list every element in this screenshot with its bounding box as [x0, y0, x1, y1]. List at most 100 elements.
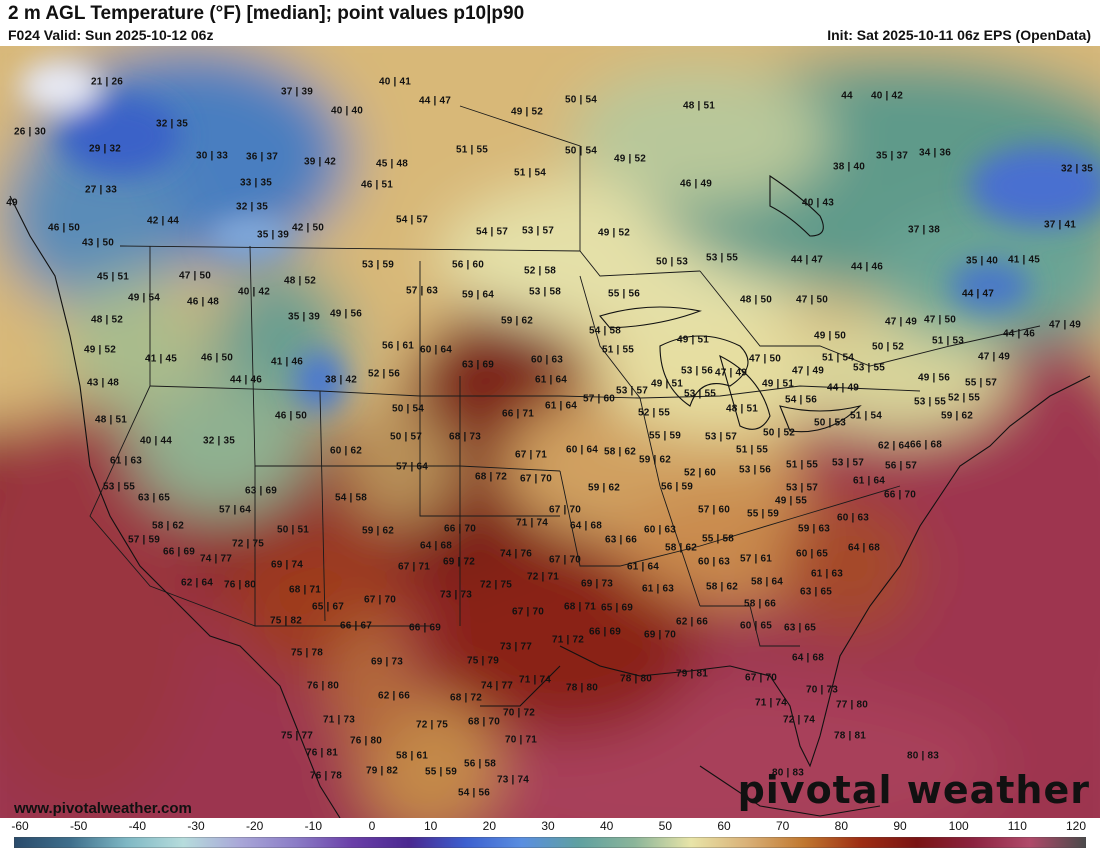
point-value-label: 40 | 44: [139, 435, 173, 447]
point-value-label: 53 | 57: [831, 457, 865, 469]
point-value-label: 49 | 52: [83, 344, 117, 356]
legend-tick-label: -10: [304, 819, 322, 833]
legend-tick-label: 10: [423, 819, 438, 833]
point-value-label: 60 | 63: [530, 354, 564, 366]
point-value-label: 80 | 83: [906, 750, 940, 762]
point-value-label: 55 | 56: [607, 288, 641, 300]
point-value-label: 44 | 46: [850, 261, 884, 273]
point-value-label: 59 | 62: [940, 410, 974, 422]
point-value-label: 54 | 58: [588, 325, 622, 337]
point-value-label: 47 | 49: [1048, 319, 1082, 331]
init-time: Init: Sat 2025-10-11 06z EPS (OpenData): [827, 27, 1091, 43]
point-value-label: 58 | 66: [743, 598, 777, 610]
point-value-label: 55 | 59: [424, 766, 458, 778]
footer-url[interactable]: www.pivotalweather.com: [14, 800, 192, 817]
point-value-label: 58 | 62: [151, 520, 185, 532]
point-value-label: 48 | 51: [94, 414, 128, 426]
point-value-label: 49 | 56: [917, 372, 951, 384]
point-value-label: 64 | 68: [569, 520, 603, 532]
point-value-label: 44 | 47: [418, 95, 452, 107]
point-value-label: 52 | 55: [637, 407, 671, 419]
point-value-label: 67 | 70: [548, 504, 582, 516]
point-value-label: 49 | 54: [127, 292, 161, 304]
point-value-label: 53 | 55: [705, 252, 739, 264]
legend-tick-label: 50: [658, 819, 673, 833]
point-value-label: 44: [841, 90, 853, 102]
point-value-label: 58 | 62: [705, 581, 739, 593]
header: 2 m AGL Temperature (°F) [median]; point…: [0, 0, 1100, 46]
point-value-label: 43 | 48: [86, 377, 120, 389]
point-value-label: 60 | 65: [795, 548, 829, 560]
point-value-label: 33 | 35: [239, 177, 273, 189]
point-value-label: 72 | 75: [479, 579, 513, 591]
point-value-label: 64 | 68: [791, 652, 825, 664]
point-value-label: 53 | 56: [738, 464, 772, 476]
point-value-label: 56 | 59: [660, 481, 694, 493]
point-value-label: 66 | 70: [883, 489, 917, 501]
point-value-label: 32 | 35: [235, 201, 269, 213]
point-value-label: 37 | 39: [280, 86, 314, 98]
point-value-label: 37 | 41: [1043, 219, 1077, 231]
point-value-label: 68 | 72: [474, 471, 508, 483]
point-value-label: 72 | 75: [415, 719, 449, 731]
point-value-label: 50 | 54: [564, 145, 598, 157]
point-value-label: 57 | 59: [127, 534, 161, 546]
temperature-map[interactable]: 21 | 26 37 | 39 40 | 41 44 | 47 40 | 40 49 | …: [0, 46, 1100, 818]
point-value-label: 58 | 62: [603, 446, 637, 458]
point-value-label: 58 | 64: [750, 576, 784, 588]
point-value-label: 60 | 65: [739, 620, 773, 632]
point-value-label: 57 | 63: [405, 285, 439, 297]
point-value-label: 63 | 69: [244, 485, 278, 497]
point-value-label: 65 | 67: [311, 601, 345, 613]
point-value-label: 40 | 41: [378, 76, 412, 88]
legend-tick-label: -60: [11, 819, 29, 833]
point-value-label: 61 | 64: [544, 400, 578, 412]
point-value-label: 46 | 50: [200, 352, 234, 364]
point-value-label: 69 | 70: [643, 629, 677, 641]
point-value-label: 48 | 52: [90, 314, 124, 326]
point-value-label: 56 | 58: [463, 758, 497, 770]
point-value-label: 63 | 69: [461, 359, 495, 371]
point-value-label: 57 | 64: [395, 461, 429, 473]
point-value-label: 68 | 70: [467, 716, 501, 728]
map-canvas: [0, 46, 1100, 818]
point-value-label: 72 | 74: [782, 714, 816, 726]
point-value-label: 76 | 78: [309, 770, 343, 782]
point-value-label: 46 | 50: [47, 222, 81, 234]
point-value-label: 69 | 74: [270, 559, 304, 571]
point-value-label: 66 | 69: [408, 622, 442, 634]
point-value-label: 47 | 50: [178, 270, 212, 282]
point-value-label: 57 | 64: [218, 504, 252, 516]
point-value-label: 47 | 50: [748, 353, 782, 365]
point-value-label: 35 | 37: [875, 150, 909, 162]
point-value-label: 71 | 74: [515, 517, 549, 529]
point-value-label: 59 | 64: [461, 289, 495, 301]
point-value-label: 32 | 35: [1060, 163, 1094, 175]
point-value-label: 49: [6, 197, 18, 209]
point-value-label: 68 | 72: [449, 692, 483, 704]
point-value-label: 80 | 83: [771, 767, 805, 779]
point-value-label: 45 | 48: [375, 158, 409, 170]
point-value-label: 53 | 55: [102, 481, 136, 493]
point-value-label: 29 | 32: [88, 143, 122, 155]
point-value-label: 73 | 77: [499, 641, 533, 653]
point-value-label: 42 | 44: [146, 215, 180, 227]
point-value-label: 74 | 77: [199, 553, 233, 565]
legend-tick-label: 90: [893, 819, 907, 833]
point-value-label: 61 | 63: [109, 455, 143, 467]
point-value-label: 50 | 53: [813, 417, 847, 429]
point-value-label: 51 | 55: [601, 344, 635, 356]
point-value-label: 67 | 70: [548, 554, 582, 566]
legend-tick-label: 40: [599, 819, 614, 833]
point-value-label: 72 | 71: [526, 571, 560, 583]
point-value-label: 77 | 80: [835, 699, 869, 711]
point-value-label: 26 | 30: [13, 126, 47, 138]
point-value-label: 64 | 68: [847, 542, 881, 554]
point-value-label: 47 | 50: [923, 314, 957, 326]
point-value-label: 63 | 65: [783, 622, 817, 634]
point-value-label: 70 | 73: [805, 684, 839, 696]
point-value-label: 66 | 69: [162, 546, 196, 558]
point-value-label: 54 | 56: [784, 394, 818, 406]
point-value-label: 50 | 53: [655, 256, 689, 268]
point-value-label: 62 | 66: [675, 616, 709, 628]
